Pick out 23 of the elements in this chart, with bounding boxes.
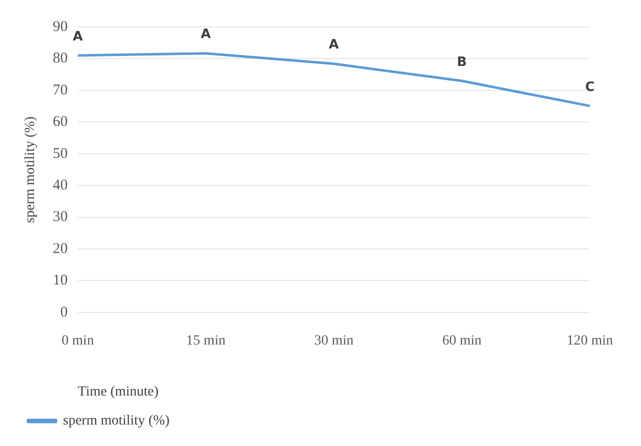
y-tick-label: 80 xyxy=(52,50,68,67)
y-tick-label: 20 xyxy=(52,240,68,257)
annotation: A xyxy=(72,29,83,44)
x-tick-label: 0 min xyxy=(62,333,94,348)
y-axis-title: sperm motility (%) xyxy=(23,116,38,223)
y-tick-label: 50 xyxy=(52,146,68,162)
y-tick-label: 60 xyxy=(52,114,68,130)
x-tick-label: 15 min xyxy=(186,333,226,348)
annotation: A xyxy=(328,38,339,53)
x-tick-label: 60 min xyxy=(442,333,482,348)
y-tick-label: 40 xyxy=(52,177,68,194)
y-tick-label: 10 xyxy=(52,272,68,289)
x-axis-title: Time (minute) xyxy=(78,384,159,400)
y-tick-label: 90 xyxy=(52,18,68,35)
annotation: B xyxy=(456,54,467,70)
annotation: A xyxy=(200,27,211,42)
x-tick-label: 120 min xyxy=(566,333,613,348)
legend-label: sperm motility (%) xyxy=(63,414,170,429)
y-tick-label: 30 xyxy=(52,209,68,226)
y-tick-label: 0 xyxy=(60,304,68,320)
annotation: C xyxy=(585,80,595,95)
x-tick-label: 30 min xyxy=(314,333,354,348)
y-tick-label: 70 xyxy=(52,82,68,98)
